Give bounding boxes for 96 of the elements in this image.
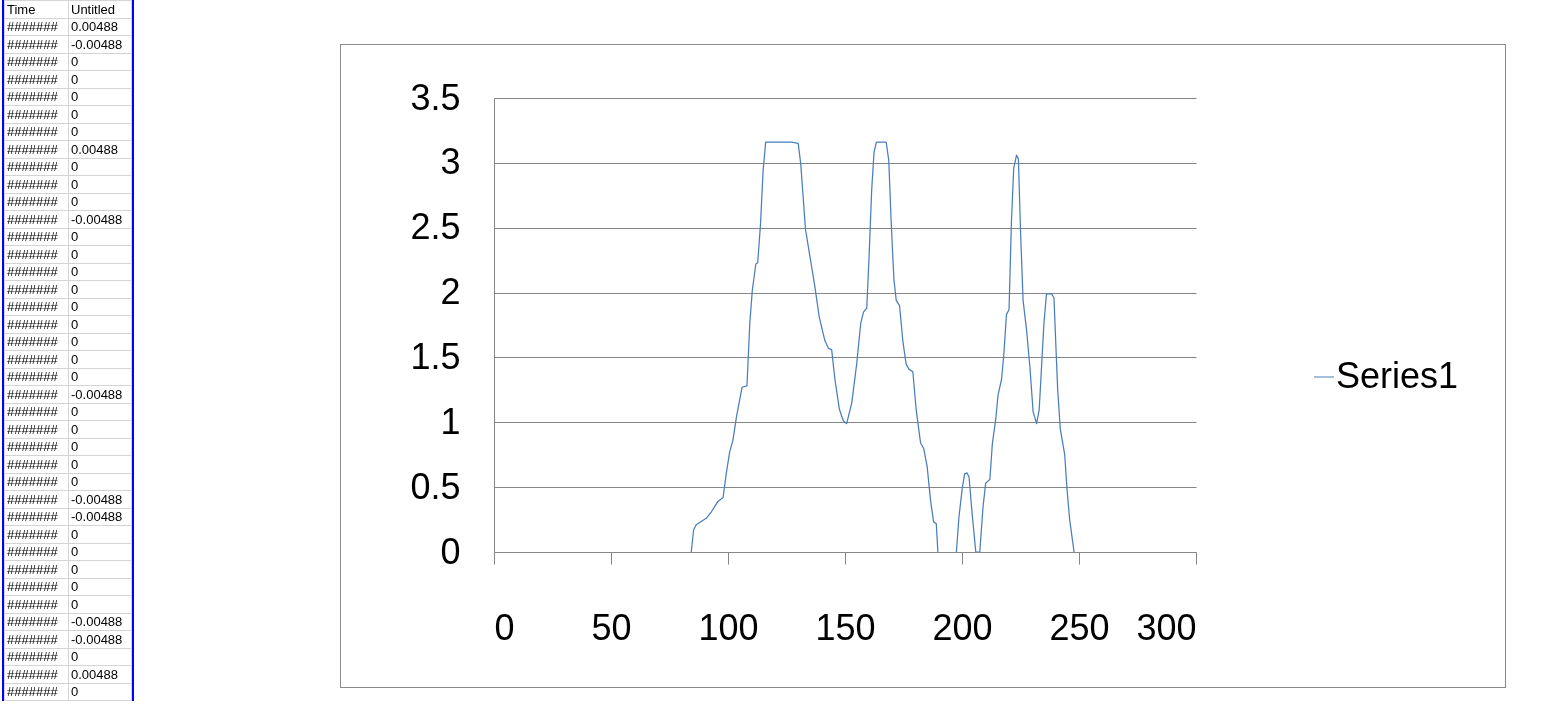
text: ####### xyxy=(7,281,58,297)
text: 0 xyxy=(71,404,79,420)
text: 0.00488 xyxy=(71,19,118,35)
text: ####### xyxy=(7,19,58,35)
text: 0.00488 xyxy=(71,666,118,682)
text: ####### xyxy=(7,561,58,577)
x-tick-label: 150 xyxy=(815,606,876,648)
text: 0 xyxy=(71,456,79,472)
text: 0 xyxy=(71,106,79,122)
text: ####### xyxy=(7,54,58,70)
y-tick-label: 3.5 xyxy=(410,76,461,118)
text: ####### xyxy=(7,334,58,350)
text: ####### xyxy=(7,526,58,542)
text: ####### xyxy=(7,124,58,140)
text: ####### xyxy=(7,596,58,612)
text: ####### xyxy=(7,491,58,507)
text: 0 xyxy=(71,246,79,262)
x-tick-label: 300 xyxy=(1136,606,1197,648)
text: ####### xyxy=(7,631,58,647)
y-tick-label: 2.5 xyxy=(410,206,461,248)
text: ####### xyxy=(7,614,58,630)
text: ####### xyxy=(7,71,58,87)
text: 0 xyxy=(71,194,79,210)
text: ####### xyxy=(7,89,58,105)
x-tick-label: 50 xyxy=(591,606,632,648)
text: 0 xyxy=(71,159,79,175)
text: ####### xyxy=(7,509,58,525)
text: 0 xyxy=(71,684,79,700)
text: ####### xyxy=(7,246,58,262)
text: ####### xyxy=(7,579,58,595)
text: 0 xyxy=(71,369,79,385)
text: ####### xyxy=(7,369,58,385)
text: 0 xyxy=(71,89,79,105)
x-tick-label: 0 xyxy=(494,606,515,648)
text: -0.00488 xyxy=(71,36,123,52)
text: ####### xyxy=(7,194,58,210)
text: ####### xyxy=(7,316,58,332)
text: ####### xyxy=(7,211,58,227)
text: 0 xyxy=(71,579,79,595)
text: ####### xyxy=(7,666,58,682)
text: ####### xyxy=(7,176,58,192)
x-tick-label: 250 xyxy=(1049,606,1110,648)
text: 0 xyxy=(71,281,79,297)
x-tick-label: 100 xyxy=(698,606,759,648)
text: 0 xyxy=(71,334,79,350)
text: ####### xyxy=(7,264,58,280)
text: 0 xyxy=(71,54,79,70)
text: ####### xyxy=(7,404,58,420)
text: 0 xyxy=(71,439,79,455)
legend-label: Series1 xyxy=(1336,355,1459,396)
text: -0.00488 xyxy=(71,491,123,507)
text: ####### xyxy=(7,684,58,700)
text: 0 xyxy=(71,421,79,437)
text: 0 xyxy=(71,596,79,612)
text: ####### xyxy=(7,386,58,402)
text: ####### xyxy=(7,544,58,560)
text: ####### xyxy=(7,351,58,367)
text: -0.00488 xyxy=(71,211,123,227)
category-label: Untitled xyxy=(68,0,132,18)
text: 0 xyxy=(71,264,79,280)
text: 0 xyxy=(71,124,79,140)
text: ####### xyxy=(7,421,58,437)
text: ####### xyxy=(7,299,58,315)
text: ####### xyxy=(7,649,58,665)
text: -0.00488 xyxy=(71,631,123,647)
y-tick-label: 1 xyxy=(440,400,461,442)
text: -0.00488 xyxy=(71,509,123,525)
text: ####### xyxy=(7,141,58,157)
category-label: Time xyxy=(4,0,69,18)
text: ####### xyxy=(7,106,58,122)
text: ####### xyxy=(7,36,58,52)
text: 0 xyxy=(71,526,79,542)
text: ####### xyxy=(7,456,58,472)
text: ####### xyxy=(7,229,58,245)
y-tick-label: 0.5 xyxy=(410,465,461,507)
text: 0 xyxy=(71,649,79,665)
text: ####### xyxy=(7,159,58,175)
text: 0 xyxy=(71,229,79,245)
text: -0.00488 xyxy=(71,614,123,630)
text: 0.00488 xyxy=(71,141,118,157)
text: 0 xyxy=(71,561,79,577)
text: 0 xyxy=(71,71,79,87)
y-tick-label: 2 xyxy=(440,271,461,313)
text: ####### xyxy=(7,439,58,455)
text: 0 xyxy=(71,176,79,192)
y-tick-label: 0 xyxy=(440,530,461,572)
text: 0 xyxy=(71,299,79,315)
x-tick-label: 200 xyxy=(932,606,993,648)
text: 0 xyxy=(71,474,79,490)
y-tick-label: 1.5 xyxy=(410,335,461,377)
text: -0.00488 xyxy=(71,386,123,402)
text: 0 xyxy=(71,351,79,367)
y-tick-label: 3 xyxy=(440,141,461,183)
text: 0 xyxy=(71,544,79,560)
text: 0 xyxy=(71,316,79,332)
text: ####### xyxy=(7,474,58,490)
